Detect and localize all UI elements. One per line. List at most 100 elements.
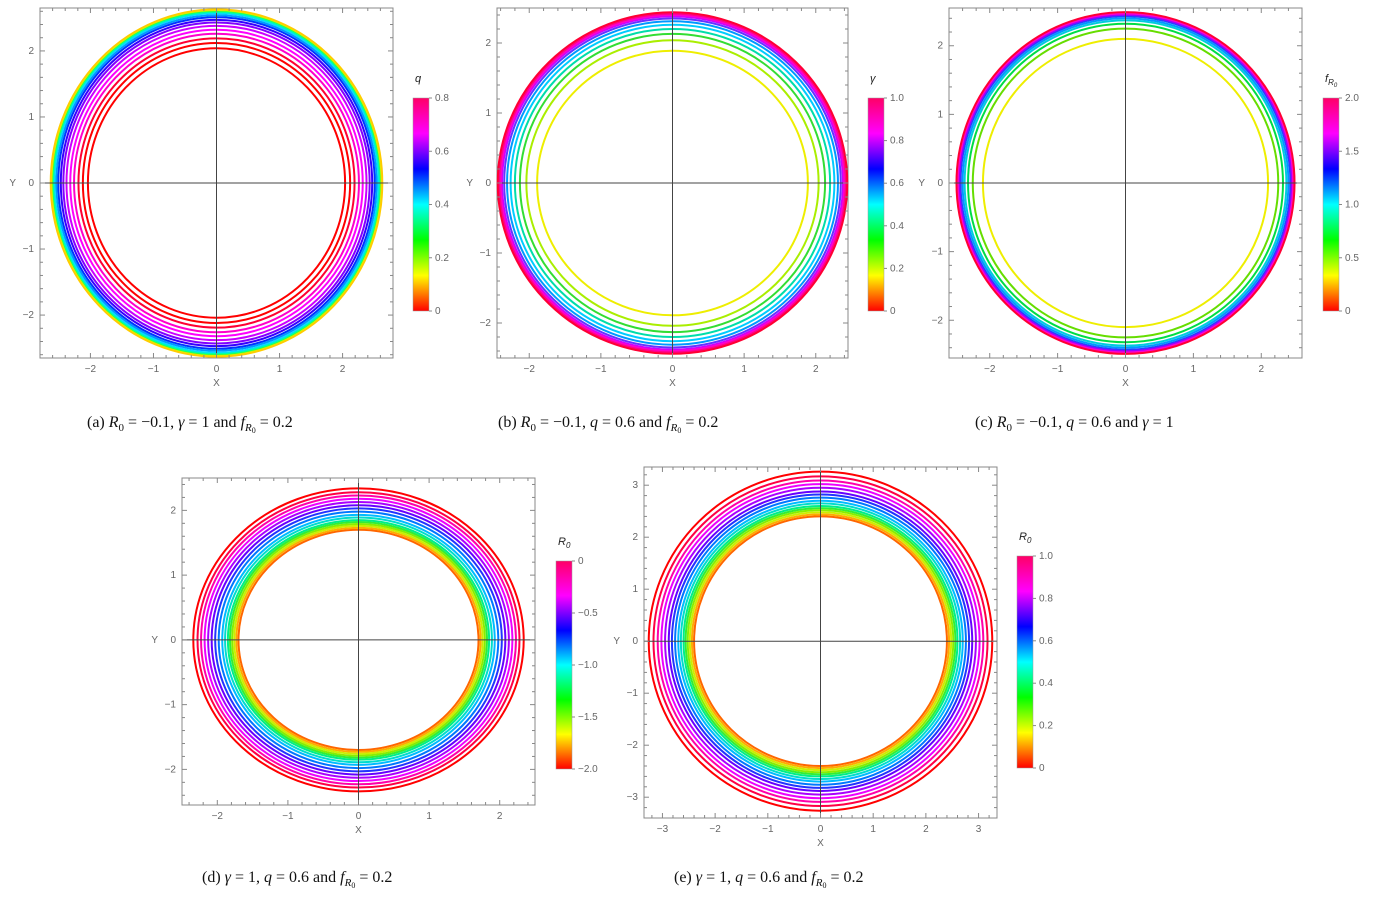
colorbar-title: fR0 — [1325, 73, 1338, 89]
x-tick-label: 0 — [670, 364, 676, 375]
y-tick-label: 1 — [937, 109, 943, 120]
x-tick-label: −1 — [282, 811, 294, 822]
x-tick-label: 2 — [340, 364, 346, 375]
panel-caption: (e) γ = 1, q = 0.6 and fR0 = 0.2 — [674, 869, 863, 890]
panel-caption: (b) R0 = −0.1, q = 0.6 and fR0 = 0.2 — [498, 414, 718, 435]
colorbar-tick-label: 0.4 — [435, 200, 449, 211]
colorbar-title-main: R — [1019, 531, 1027, 543]
caption-value: −0.1 — [553, 414, 582, 431]
y-tick-label: 2 — [937, 41, 943, 52]
x-tick-label: −2 — [524, 364, 536, 375]
colorbar-tick-label: 0.8 — [890, 136, 904, 147]
colorbar-title-main: R — [558, 536, 566, 548]
caption-value: 0.2 — [698, 414, 718, 431]
y-tick-label: 1 — [170, 570, 176, 581]
y-tick-label: −2 — [480, 318, 492, 329]
colorbar-title-subsub: 0 — [1334, 83, 1338, 89]
colorbar-title-main: f — [1325, 73, 1329, 85]
y-tick-label: 0 — [170, 635, 176, 646]
colorbar-title: R0 — [558, 536, 571, 550]
x-tick-label: −1 — [762, 824, 774, 835]
colorbar-tick-label: 0.2 — [890, 263, 904, 274]
y-tick-label: 2 — [632, 532, 638, 543]
y-tick-label: −1 — [23, 244, 35, 255]
colorbar-title: R0 — [1019, 531, 1032, 545]
caption-prefix: (c) — [975, 414, 993, 431]
y-axis-label: Y — [918, 178, 925, 189]
y-tick-label: −3 — [627, 792, 639, 803]
colorbar-tick-label: 1.5 — [1345, 146, 1359, 157]
caption-value: 1 — [248, 869, 256, 886]
caption-prefix: (e) — [674, 869, 692, 886]
x-tick-label: 0 — [356, 811, 362, 822]
x-tick-label: −3 — [657, 824, 669, 835]
y-tick-label: −2 — [627, 740, 639, 751]
colorbar-tick-label: −0.5 — [578, 608, 598, 619]
colorbar-tick-label: 0 — [1039, 763, 1045, 774]
x-tick-label: 2 — [497, 811, 503, 822]
y-axis-label: Y — [9, 178, 16, 189]
caption-prefix: (d) — [202, 869, 221, 886]
x-tick-label: 2 — [1258, 364, 1264, 375]
y-tick-label: −2 — [23, 310, 35, 321]
x-axis-label: X — [669, 378, 676, 389]
colorbar-title: q — [415, 73, 422, 85]
y-tick-label: 3 — [632, 480, 638, 491]
caption-value: −0.1 — [1029, 414, 1058, 431]
x-tick-label: −1 — [1052, 364, 1064, 375]
y-tick-label: −2 — [165, 764, 177, 775]
colorbar-tick-label: 0.4 — [1039, 678, 1053, 689]
colorbar-tick-label: 0.6 — [435, 146, 449, 157]
x-tick-label: 1 — [741, 364, 747, 375]
colorbar-tick-label: 0.6 — [890, 178, 904, 189]
colorbar-tick-label: 0.4 — [890, 221, 904, 232]
colorbar-tick-label: 0.8 — [435, 93, 449, 104]
caption-prefix: (a) — [87, 414, 105, 431]
colorbar-tick-label: 0.8 — [1039, 593, 1053, 604]
y-tick-label: 2 — [28, 46, 34, 57]
y-tick-label: 1 — [485, 108, 491, 119]
colorbar-tick-label: 0 — [890, 306, 896, 317]
colorbar-tick-label: 1.0 — [1345, 200, 1359, 211]
colorbar-title: γ — [870, 73, 877, 85]
colorbar — [1016, 555, 1034, 769]
x-tick-label: 1 — [870, 824, 876, 835]
colorbar — [555, 560, 573, 770]
y-tick-label: 1 — [28, 112, 34, 123]
caption-value: 0.6 — [1091, 414, 1111, 431]
colorbar-title-sub: 0 — [1027, 536, 1032, 545]
y-tick-label: −1 — [165, 700, 177, 711]
colorbar-tick-label: 0 — [1345, 306, 1351, 317]
caption-value: 1 — [719, 869, 727, 886]
colorbar-title-main: γ — [870, 73, 877, 85]
x-axis-label: X — [355, 825, 362, 836]
colorbar-tick-label: 0.2 — [1039, 721, 1053, 732]
x-axis-label: X — [1122, 378, 1129, 389]
x-tick-label: −1 — [148, 364, 160, 375]
y-tick-label: 2 — [170, 505, 176, 516]
caption-value: 1 — [201, 414, 209, 431]
x-tick-label: −2 — [709, 824, 721, 835]
y-tick-label: −1 — [480, 248, 492, 259]
panel-caption: (c) R0 = −0.1, q = 0.6 and γ = 1 — [975, 414, 1174, 434]
colorbar-tick-label: 0.6 — [1039, 636, 1053, 647]
x-tick-label: 2 — [813, 364, 819, 375]
colorbar-tick-label: 1.0 — [1039, 551, 1053, 562]
x-axis-label: X — [213, 378, 220, 389]
x-tick-label: 1 — [426, 811, 432, 822]
panel-a: −2 −1 0 1 2 −2 −1 0 1 2 X Y 0 0.2 0.4 0.6 0.8 q (a) R0 = −… — [9, 7, 449, 435]
y-tick-label: −1 — [932, 247, 944, 258]
colorbar-tick-label: −1.0 — [578, 660, 598, 671]
colorbar-title-main: q — [415, 73, 422, 85]
x-tick-label: 0 — [214, 364, 220, 375]
colorbar-title-sub: R — [1328, 78, 1334, 87]
colorbar-tick-label: 0.2 — [435, 253, 449, 264]
colorbar-tick-label: −2.0 — [578, 764, 598, 775]
panel-caption: (a) R0 = −0.1, γ = 1 and fR0 = 0.2 — [87, 414, 293, 435]
panel-b: −2 −1 0 1 2 −2 −1 0 1 2 X Y 0 0.2 0.4 0.6 0.8 1.0 γ (b) R0 … — [466, 7, 904, 435]
y-tick-label: 0 — [632, 636, 638, 647]
y-tick-label: 2 — [485, 38, 491, 49]
colorbar-tick-label: 0 — [578, 556, 584, 567]
